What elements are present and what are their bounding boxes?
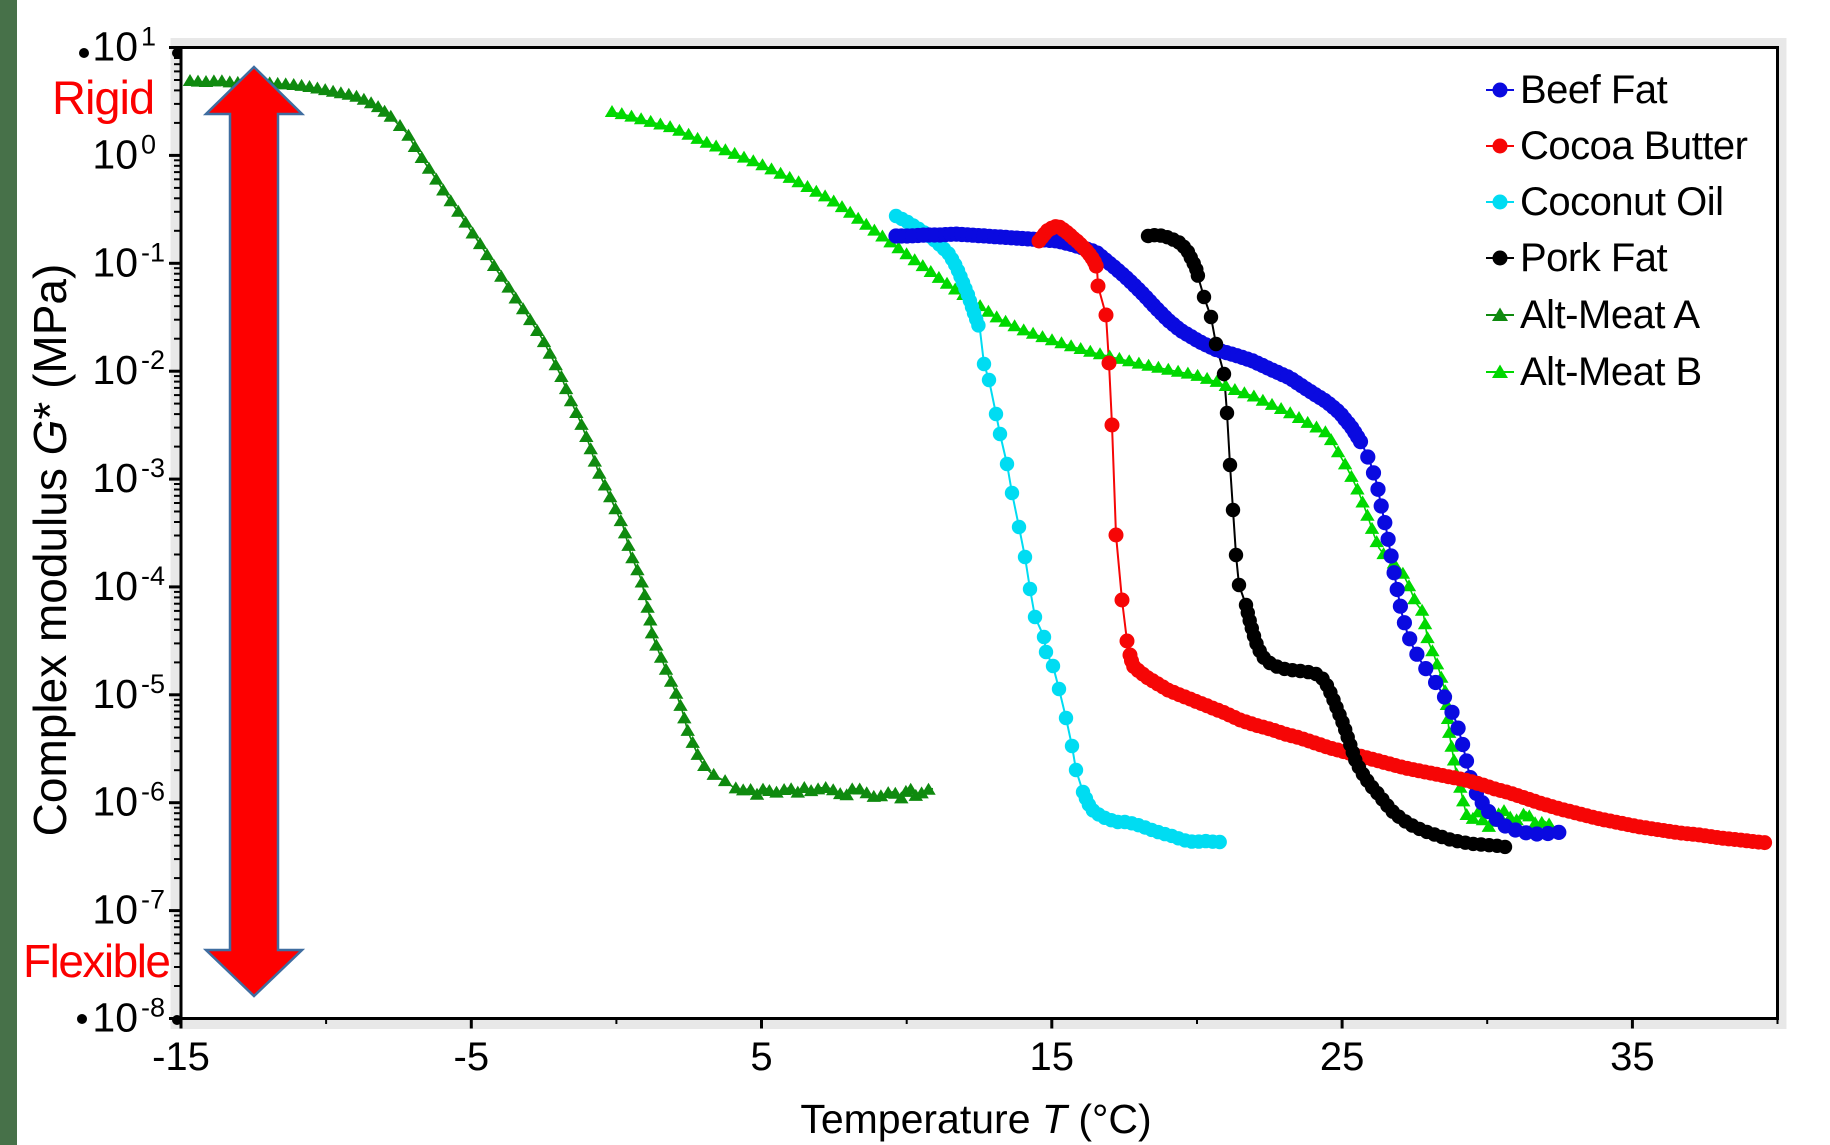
svg-text:Pork Fat: Pork Fat	[1520, 236, 1668, 280]
svg-text:0: 0	[141, 129, 156, 159]
svg-text:1: 1	[141, 22, 156, 52]
svg-text:Rigid: Rigid	[52, 71, 154, 124]
svg-text:-4: -4	[141, 561, 165, 591]
svg-text:Alt-Meat A: Alt-Meat A	[1520, 293, 1700, 337]
svg-text:-8: -8	[141, 993, 165, 1023]
svg-text:-5: -5	[141, 669, 165, 699]
svg-text:Temperature T (°C): Temperature T (°C)	[800, 1096, 1151, 1142]
svg-text:10: 10	[92, 887, 138, 933]
svg-text:Complex modulus G* (MPa): Complex modulus G* (MPa)	[24, 264, 76, 837]
svg-text:Beef Fat: Beef Fat	[1520, 68, 1668, 112]
svg-text:Coconut Oil: Coconut Oil	[1520, 180, 1723, 224]
svg-text:10: 10	[92, 239, 138, 285]
svg-text:10: 10	[92, 347, 138, 393]
svg-text:5: 5	[750, 1035, 772, 1079]
svg-text:10: 10	[92, 563, 138, 609]
svg-text:-3: -3	[141, 453, 165, 483]
svg-text:-1: -1	[141, 237, 165, 267]
svg-text:Cocoa Butter: Cocoa Butter	[1520, 124, 1748, 168]
svg-text:10: 10	[92, 779, 138, 825]
svg-text:15: 15	[1030, 1035, 1075, 1079]
svg-text:Alt-Meat B: Alt-Meat B	[1520, 350, 1702, 394]
svg-text:10: 10	[92, 131, 138, 177]
svg-text:35: 35	[1610, 1035, 1655, 1079]
svg-text:10: 10	[92, 995, 138, 1041]
svg-text:-5: -5	[454, 1035, 490, 1079]
svg-text:25: 25	[1320, 1035, 1365, 1079]
svg-text:10: 10	[92, 671, 138, 717]
svg-text:10: 10	[92, 24, 138, 70]
svg-text:-2: -2	[141, 345, 165, 375]
svg-text:-15: -15	[152, 1035, 210, 1079]
svg-text:-6: -6	[141, 777, 165, 807]
svg-text:-7: -7	[141, 885, 165, 915]
svg-text:10: 10	[92, 455, 138, 501]
svg-text:Flexible: Flexible	[23, 935, 170, 987]
